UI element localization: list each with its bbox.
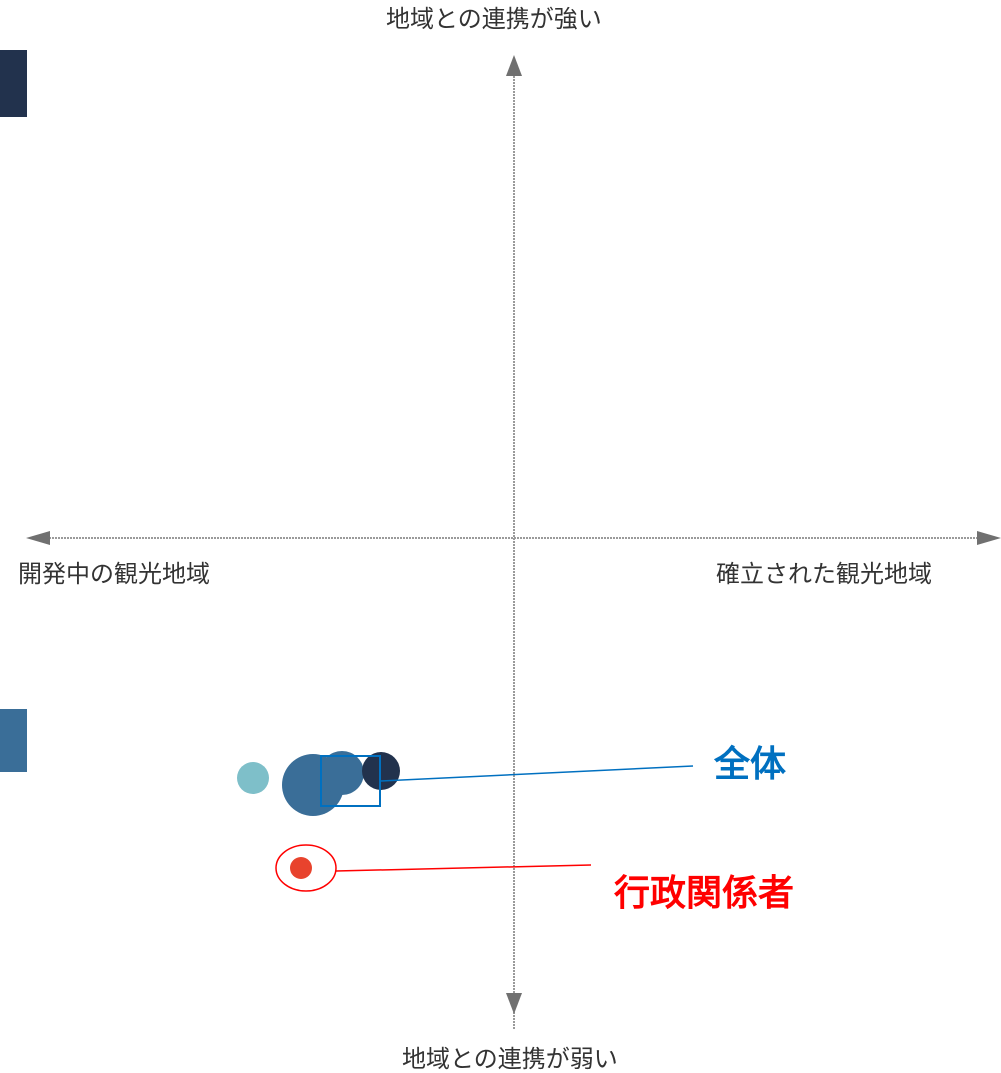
- axis-label-right: 確立された観光地域: [716, 560, 932, 588]
- admin-leader-line: [335, 864, 592, 872]
- axis-label-left: 開発中の観光地域: [18, 560, 210, 588]
- bubble-admin: [290, 857, 312, 879]
- axis-label-bottom: 地域との連携が弱い: [402, 1045, 618, 1073]
- arrow-left-icon: [26, 531, 50, 545]
- callout-overall: 全体: [714, 744, 787, 785]
- arrow-down-icon: [506, 993, 522, 1014]
- callout-admin: 行政関係者: [614, 873, 795, 914]
- admin-highlight-ellipse: [275, 844, 337, 892]
- bubble-medium-blue: [320, 751, 364, 795]
- bubble-light-teal: [237, 762, 269, 794]
- axis-label-top: 地域との連携が強い: [386, 5, 602, 33]
- legend-swatch-blue: [0, 709, 27, 772]
- legend-swatch-dark: [0, 50, 27, 117]
- arrow-up-icon: [506, 55, 522, 76]
- arrow-right-icon: [977, 531, 1001, 545]
- overall-leader-line: [379, 765, 694, 782]
